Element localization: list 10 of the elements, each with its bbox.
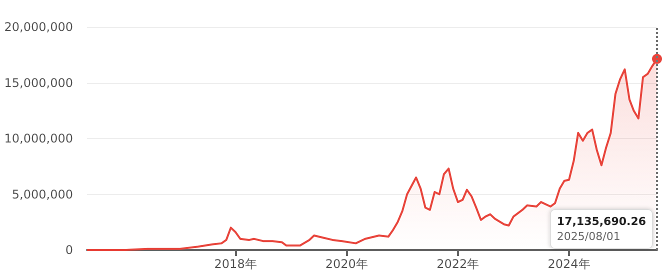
annotation: 17,135,690.26 2025/08/01 <box>556 215 646 243</box>
x-tick-label: 2018年 <box>214 257 257 271</box>
x-tick-label: 2022年 <box>436 257 480 271</box>
y-tick-label: 5,000,000 <box>12 187 73 202</box>
y-tick-label: 0 <box>65 243 73 257</box>
y-tick-label: 20,000,000 <box>4 20 73 34</box>
y-tick-label: 10,000,000 <box>4 132 73 146</box>
x-tick-label: 2020年 <box>325 257 368 271</box>
y-tick-label: 15,000,000 <box>4 76 73 90</box>
x-tick-label: 2024年 <box>548 257 590 271</box>
